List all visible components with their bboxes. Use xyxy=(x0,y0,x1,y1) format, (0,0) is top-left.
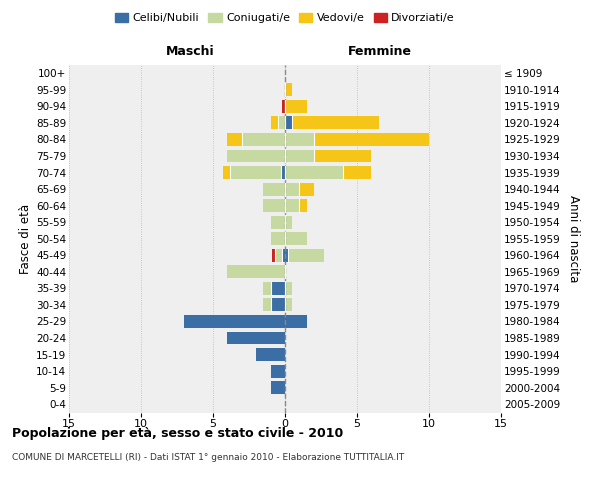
Bar xyxy=(285,133,314,146)
Bar xyxy=(282,100,285,113)
Bar xyxy=(272,249,275,262)
Bar xyxy=(227,150,285,162)
Bar xyxy=(271,216,285,228)
Bar xyxy=(288,249,324,262)
Legend: Celibi/Nubili, Coniugati/e, Vedovi/e, Divorziati/e: Celibi/Nubili, Coniugati/e, Vedovi/e, Di… xyxy=(110,8,460,28)
Bar xyxy=(285,298,292,312)
Bar xyxy=(263,298,271,312)
Bar xyxy=(285,166,343,179)
Bar xyxy=(285,182,299,196)
Bar xyxy=(263,199,285,212)
Text: Maschi: Maschi xyxy=(166,45,214,58)
Bar xyxy=(285,199,299,212)
Y-axis label: Anni di nascita: Anni di nascita xyxy=(567,195,580,282)
Bar xyxy=(343,166,371,179)
Bar xyxy=(271,282,285,295)
Bar xyxy=(281,166,285,179)
Bar xyxy=(285,216,292,228)
Bar xyxy=(285,116,292,130)
Bar xyxy=(285,232,307,245)
Text: Popolazione per età, sesso e stato civile - 2010: Popolazione per età, sesso e stato civil… xyxy=(12,428,343,440)
Bar xyxy=(299,182,314,196)
Bar xyxy=(285,249,288,262)
Bar xyxy=(314,150,371,162)
Bar xyxy=(184,315,285,328)
Bar xyxy=(285,100,307,113)
Bar xyxy=(230,166,281,179)
Bar xyxy=(227,133,242,146)
Bar xyxy=(263,282,271,295)
Bar xyxy=(271,232,285,245)
Bar xyxy=(292,116,379,130)
Bar xyxy=(285,150,314,162)
Bar xyxy=(314,133,429,146)
Text: COMUNE DI MARCETELLI (RI) - Dati ISTAT 1° gennaio 2010 - Elaborazione TUTTITALIA: COMUNE DI MARCETELLI (RI) - Dati ISTAT 1… xyxy=(12,452,404,462)
Bar xyxy=(271,298,285,312)
Bar xyxy=(271,116,278,130)
Bar xyxy=(227,266,285,278)
Bar xyxy=(223,166,230,179)
Bar xyxy=(299,199,307,212)
Y-axis label: Fasce di età: Fasce di età xyxy=(19,204,32,274)
Bar xyxy=(282,249,285,262)
Bar xyxy=(285,282,292,295)
Text: Femmine: Femmine xyxy=(348,45,412,58)
Bar xyxy=(285,315,307,328)
Bar xyxy=(271,381,285,394)
Bar xyxy=(242,133,285,146)
Bar xyxy=(271,364,285,378)
Bar xyxy=(263,182,285,196)
Bar xyxy=(285,84,292,96)
Bar xyxy=(275,249,282,262)
Bar xyxy=(227,332,285,344)
Bar xyxy=(278,116,285,130)
Bar xyxy=(256,348,285,361)
